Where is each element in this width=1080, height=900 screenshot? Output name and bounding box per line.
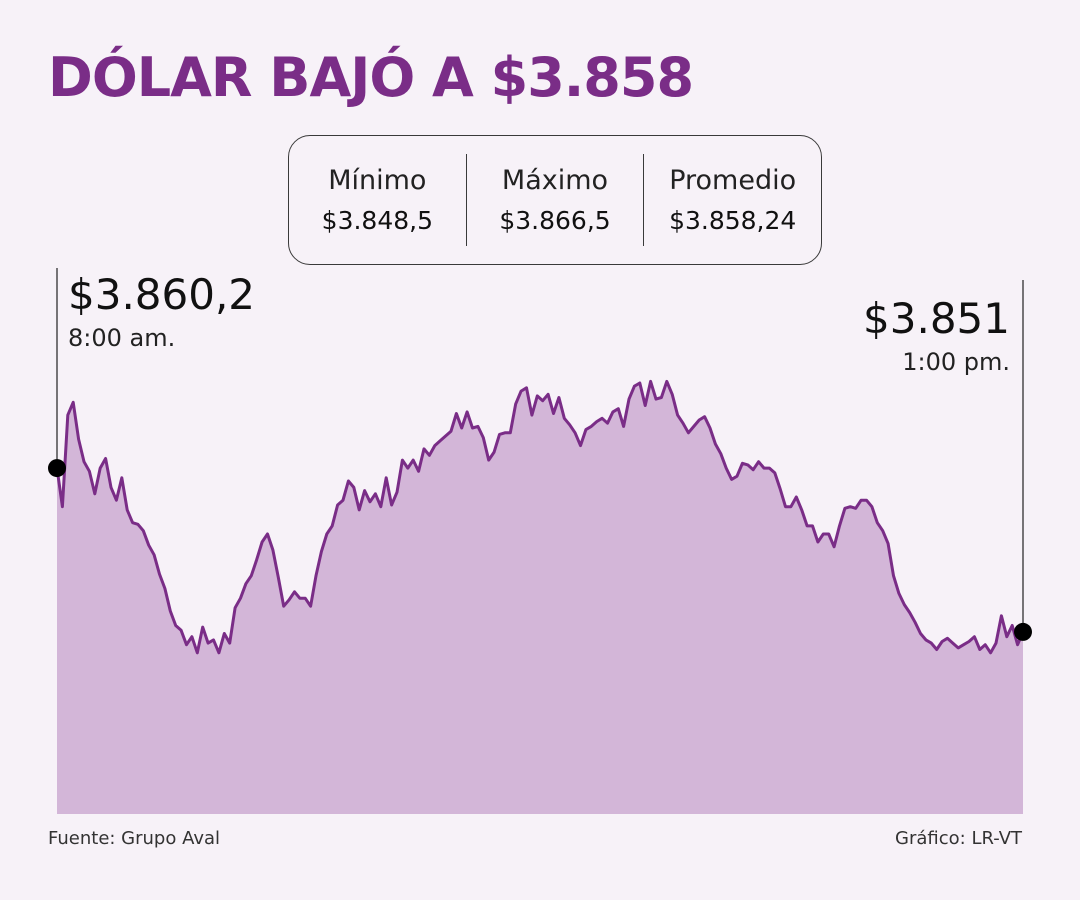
stat-average: Promedio $3.858,24 [643, 154, 821, 246]
end-marker [1014, 622, 1032, 641]
source-label: Fuente: Grupo Aval [48, 828, 221, 849]
stat-value: $3.848,5 [321, 206, 433, 235]
start-annotation: $3.860,2 8:00 am. [68, 270, 256, 353]
start-marker [48, 459, 66, 478]
stat-label: Mínimo [328, 165, 427, 196]
stat-maximum: Máximo $3.866,5 [465, 154, 644, 246]
stat-label: Promedio [669, 165, 797, 196]
credit-label: Gráfico: LR-VT [895, 828, 1022, 849]
series-line [55, 379, 1025, 655]
area-fill [57, 381, 1023, 814]
end-time: 1:00 pm. [902, 348, 1010, 376]
stat-value: $3.858,24 [669, 206, 797, 235]
chart-title: DÓLAR BAJÓ A $3.858 [48, 46, 694, 109]
end-annotation: $3.851 1:00 pm. [863, 294, 1010, 377]
stat-minimum: Mínimo $3.848,5 [289, 154, 466, 246]
start-time: 8:00 am. [68, 324, 176, 352]
end-value: $3.851 [863, 294, 1010, 343]
stats-box: Mínimo $3.848,5 Máximo $3.866,5 Promedio… [288, 135, 822, 265]
stat-value: $3.866,5 [499, 206, 611, 235]
stat-label: Máximo [501, 165, 609, 196]
start-value: $3.860,2 [68, 270, 256, 319]
